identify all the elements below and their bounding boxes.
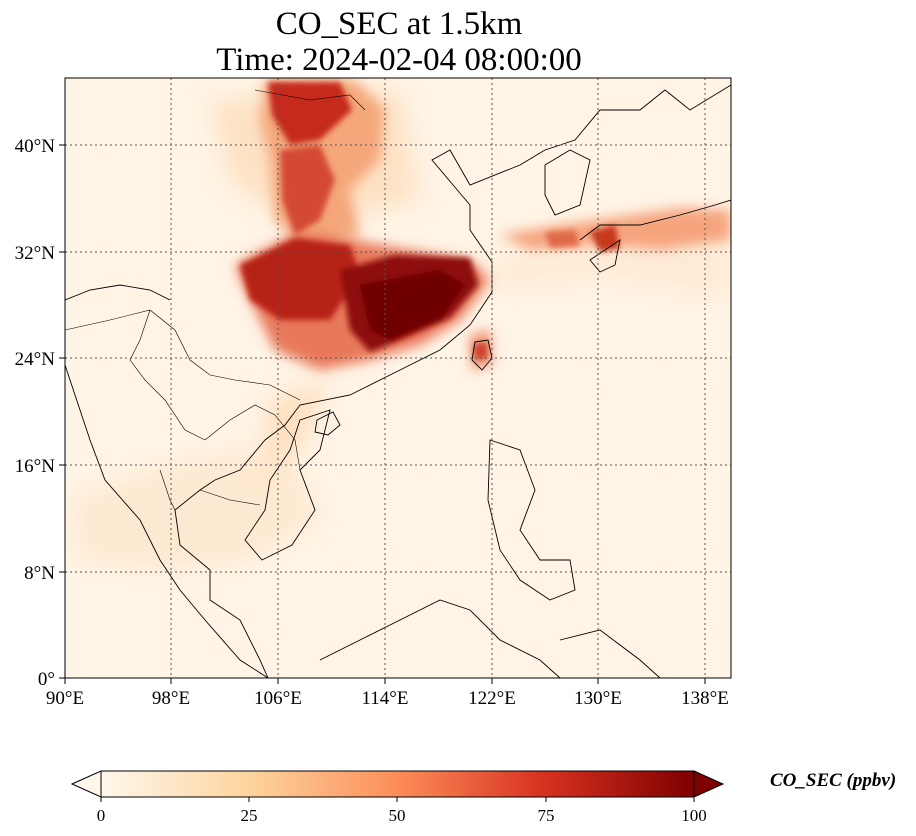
lon-tick-label: 98°E [152, 688, 190, 709]
lat-tick-label: 32°N [15, 243, 56, 264]
map-title-line1: CO_SEC at 1.5km [275, 6, 523, 42]
colorbar-tick-label: 100 [681, 806, 707, 825]
coastlines [65, 84, 731, 678]
lon-tick-label: 106°E [254, 688, 302, 709]
lat-tick-label: 0° [38, 669, 55, 690]
lon-tick-label: 130°E [574, 688, 622, 709]
lon-tick-label: 90°E [46, 688, 84, 709]
lon-tick-label: 138°E [681, 688, 729, 709]
lat-tick-label: 24°N [15, 349, 56, 370]
lon-tick-label: 122°E [468, 688, 516, 709]
country-borders [65, 89, 366, 511]
colorbar-tick-label: 50 [389, 806, 406, 825]
lat-tick-label: 8°N [24, 563, 55, 584]
lat-tick-label: 16°N [15, 456, 56, 477]
colorbar-extend-high [693, 770, 725, 798]
colorbar: 0 25 50 75 100 [70, 770, 725, 825]
map-title-line2: Time: 2024-02-04 08:00:00 [216, 42, 582, 78]
lat-tick-label: 40°N [15, 136, 56, 157]
colorbar-extend-low [70, 770, 102, 798]
map-frame [64, 77, 732, 679]
colorbar-tick-label: 0 [97, 806, 106, 825]
gridlines [65, 78, 731, 678]
colorbar-tick-label: 25 [241, 806, 258, 825]
lon-tick-label: 114°E [362, 688, 409, 709]
colorbar-gradient [100, 770, 695, 798]
colorbar-tick-label: 75 [538, 806, 555, 825]
colorbar-label: CO_SEC (ppbv) [770, 770, 897, 791]
tick-marks [59, 144, 706, 684]
